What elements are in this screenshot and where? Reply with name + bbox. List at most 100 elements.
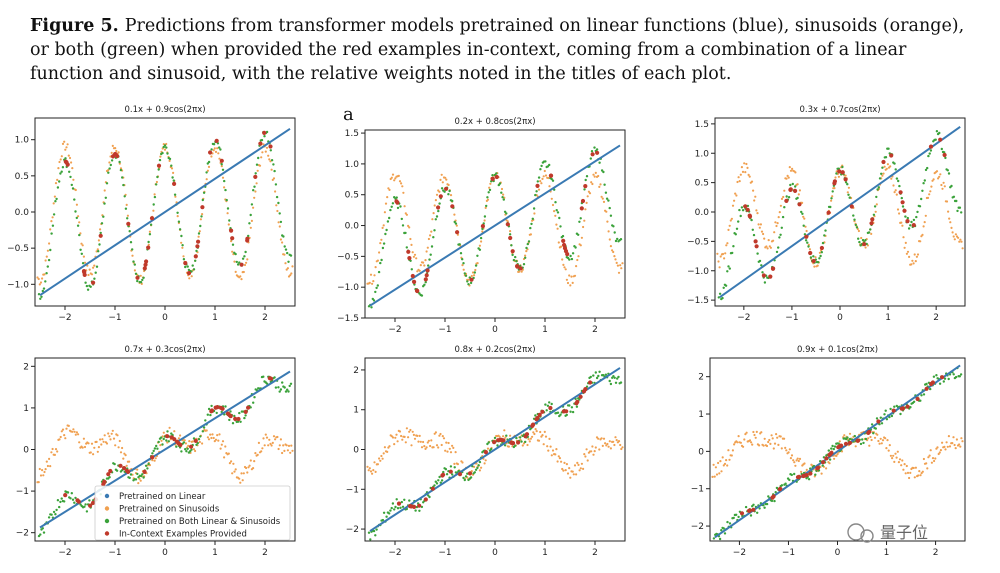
both-point [427, 494, 430, 497]
sinusoids-point [775, 433, 778, 436]
both-point [750, 218, 753, 222]
both-point [880, 172, 883, 175]
both-point [878, 423, 881, 426]
both-point [613, 376, 616, 379]
both-point [934, 138, 937, 141]
both-point [375, 528, 378, 531]
example-point [208, 150, 213, 155]
sinusoids-point [422, 440, 425, 444]
both-point [244, 250, 247, 254]
both-point [157, 440, 160, 444]
sinusoids-point [779, 435, 782, 438]
both-point [926, 166, 929, 170]
example-point [480, 224, 485, 229]
sinusoids-point [758, 226, 761, 229]
sinusoids-point [928, 454, 931, 457]
sinusoids-point [803, 217, 806, 220]
sinusoids-point [606, 442, 609, 446]
sinusoids-point [51, 216, 54, 219]
both-point [105, 182, 109, 185]
both-point [732, 245, 735, 248]
sinusoids-point [111, 429, 114, 432]
sinusoids-point [115, 149, 118, 153]
example-point [942, 152, 947, 158]
panel-frame [364, 129, 626, 319]
sinusoids-point [478, 244, 481, 247]
sinusoids-point [592, 173, 595, 176]
both-point [260, 138, 264, 142]
sinusoids-point [584, 455, 587, 458]
sinusoids-point [934, 457, 937, 460]
both-point [864, 239, 867, 242]
sinusoids-point [214, 150, 218, 153]
sinusoids-point [745, 162, 748, 166]
sinusoids-point [217, 439, 220, 442]
example-point [808, 471, 813, 476]
sinusoids-point [792, 459, 795, 462]
figure-caption: Figure 5. Predictions from transformer mo… [30, 14, 975, 86]
both-point [129, 473, 133, 476]
both-point [784, 482, 787, 485]
both-point [749, 514, 753, 517]
both-point [571, 410, 575, 414]
sinusoids-point [717, 260, 720, 263]
sinusoids-point [724, 252, 727, 255]
both-point [156, 447, 159, 450]
sinusoids-point [537, 188, 541, 191]
both-point [274, 183, 278, 186]
sinusoids-point [739, 173, 742, 176]
both-point [731, 251, 734, 255]
series-examples [743, 137, 947, 279]
sinusoids-point [553, 210, 556, 213]
sinusoids-point [96, 450, 99, 453]
both-point [186, 447, 189, 450]
sinusoids-point [425, 446, 428, 449]
sinusoids-point [783, 437, 786, 440]
sinusoids-point [398, 180, 402, 183]
both-point [401, 505, 405, 508]
both-point [286, 251, 289, 255]
sinusoids-point [81, 446, 84, 449]
sinusoids-point [772, 239, 775, 242]
sinusoids-point [380, 454, 383, 458]
sinusoids-point [770, 434, 773, 437]
sinusoids-point [537, 439, 541, 442]
both-point [503, 444, 507, 447]
y-tick-label: −2 [346, 525, 359, 535]
both-point [199, 435, 202, 438]
both-point [81, 262, 85, 265]
sinusoids-point [914, 260, 917, 263]
sinusoids-point [434, 431, 437, 434]
both-point [423, 283, 426, 286]
both-point [220, 410, 223, 414]
both-point [284, 390, 288, 393]
sinusoids-point [382, 452, 385, 455]
y-tick-label: 0 [353, 446, 359, 456]
sinusoids-point [53, 453, 57, 456]
both-point [589, 157, 592, 160]
both-point [399, 506, 402, 509]
sinusoids-point [775, 224, 778, 228]
sinusoids-point [957, 236, 960, 239]
example-point [797, 474, 802, 479]
both-point [40, 295, 43, 298]
both-point [515, 436, 518, 440]
both-point [438, 475, 441, 479]
both-point [545, 409, 548, 412]
sinusoids-point [580, 236, 584, 239]
sinusoids-point [67, 424, 70, 427]
sinusoids-point [90, 273, 94, 276]
both-point [735, 227, 739, 230]
both-point [148, 233, 152, 236]
sinusoids-point [760, 230, 764, 233]
both-point [162, 145, 165, 149]
sinusoids-point [874, 210, 877, 213]
both-point [464, 475, 468, 478]
both-point [938, 131, 941, 135]
both-point [204, 419, 207, 422]
sinusoids-point [620, 447, 623, 451]
both-point [872, 213, 876, 216]
both-point [390, 506, 393, 510]
sinusoids-point [455, 224, 458, 227]
